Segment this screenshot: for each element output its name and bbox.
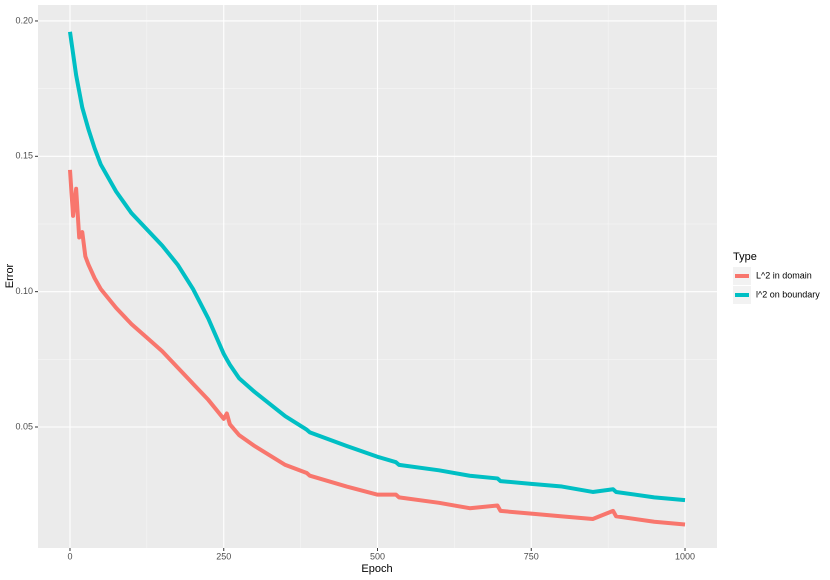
y-tick-label: 0.20 [15,15,33,25]
legend-title: Type [733,251,757,263]
y-tick-label: 0.15 [15,151,33,161]
y-tick-label: 0.10 [15,286,33,296]
legend-label: L^2 in domain [756,270,812,280]
x-tick-label: 250 [216,551,231,561]
y-axis-title: Error [4,263,16,288]
x-tick-label: 1000 [675,551,695,561]
x-tick-label: 750 [524,551,539,561]
x-axis-title: Epoch [361,563,392,575]
y-tick-label: 0.05 [15,421,33,431]
series-line [67,169,686,527]
legend-label: l^2 on boundary [756,289,820,299]
x-tick-label: 500 [370,551,385,561]
x-tick-label: 0 [67,551,72,561]
series-line [68,31,686,503]
